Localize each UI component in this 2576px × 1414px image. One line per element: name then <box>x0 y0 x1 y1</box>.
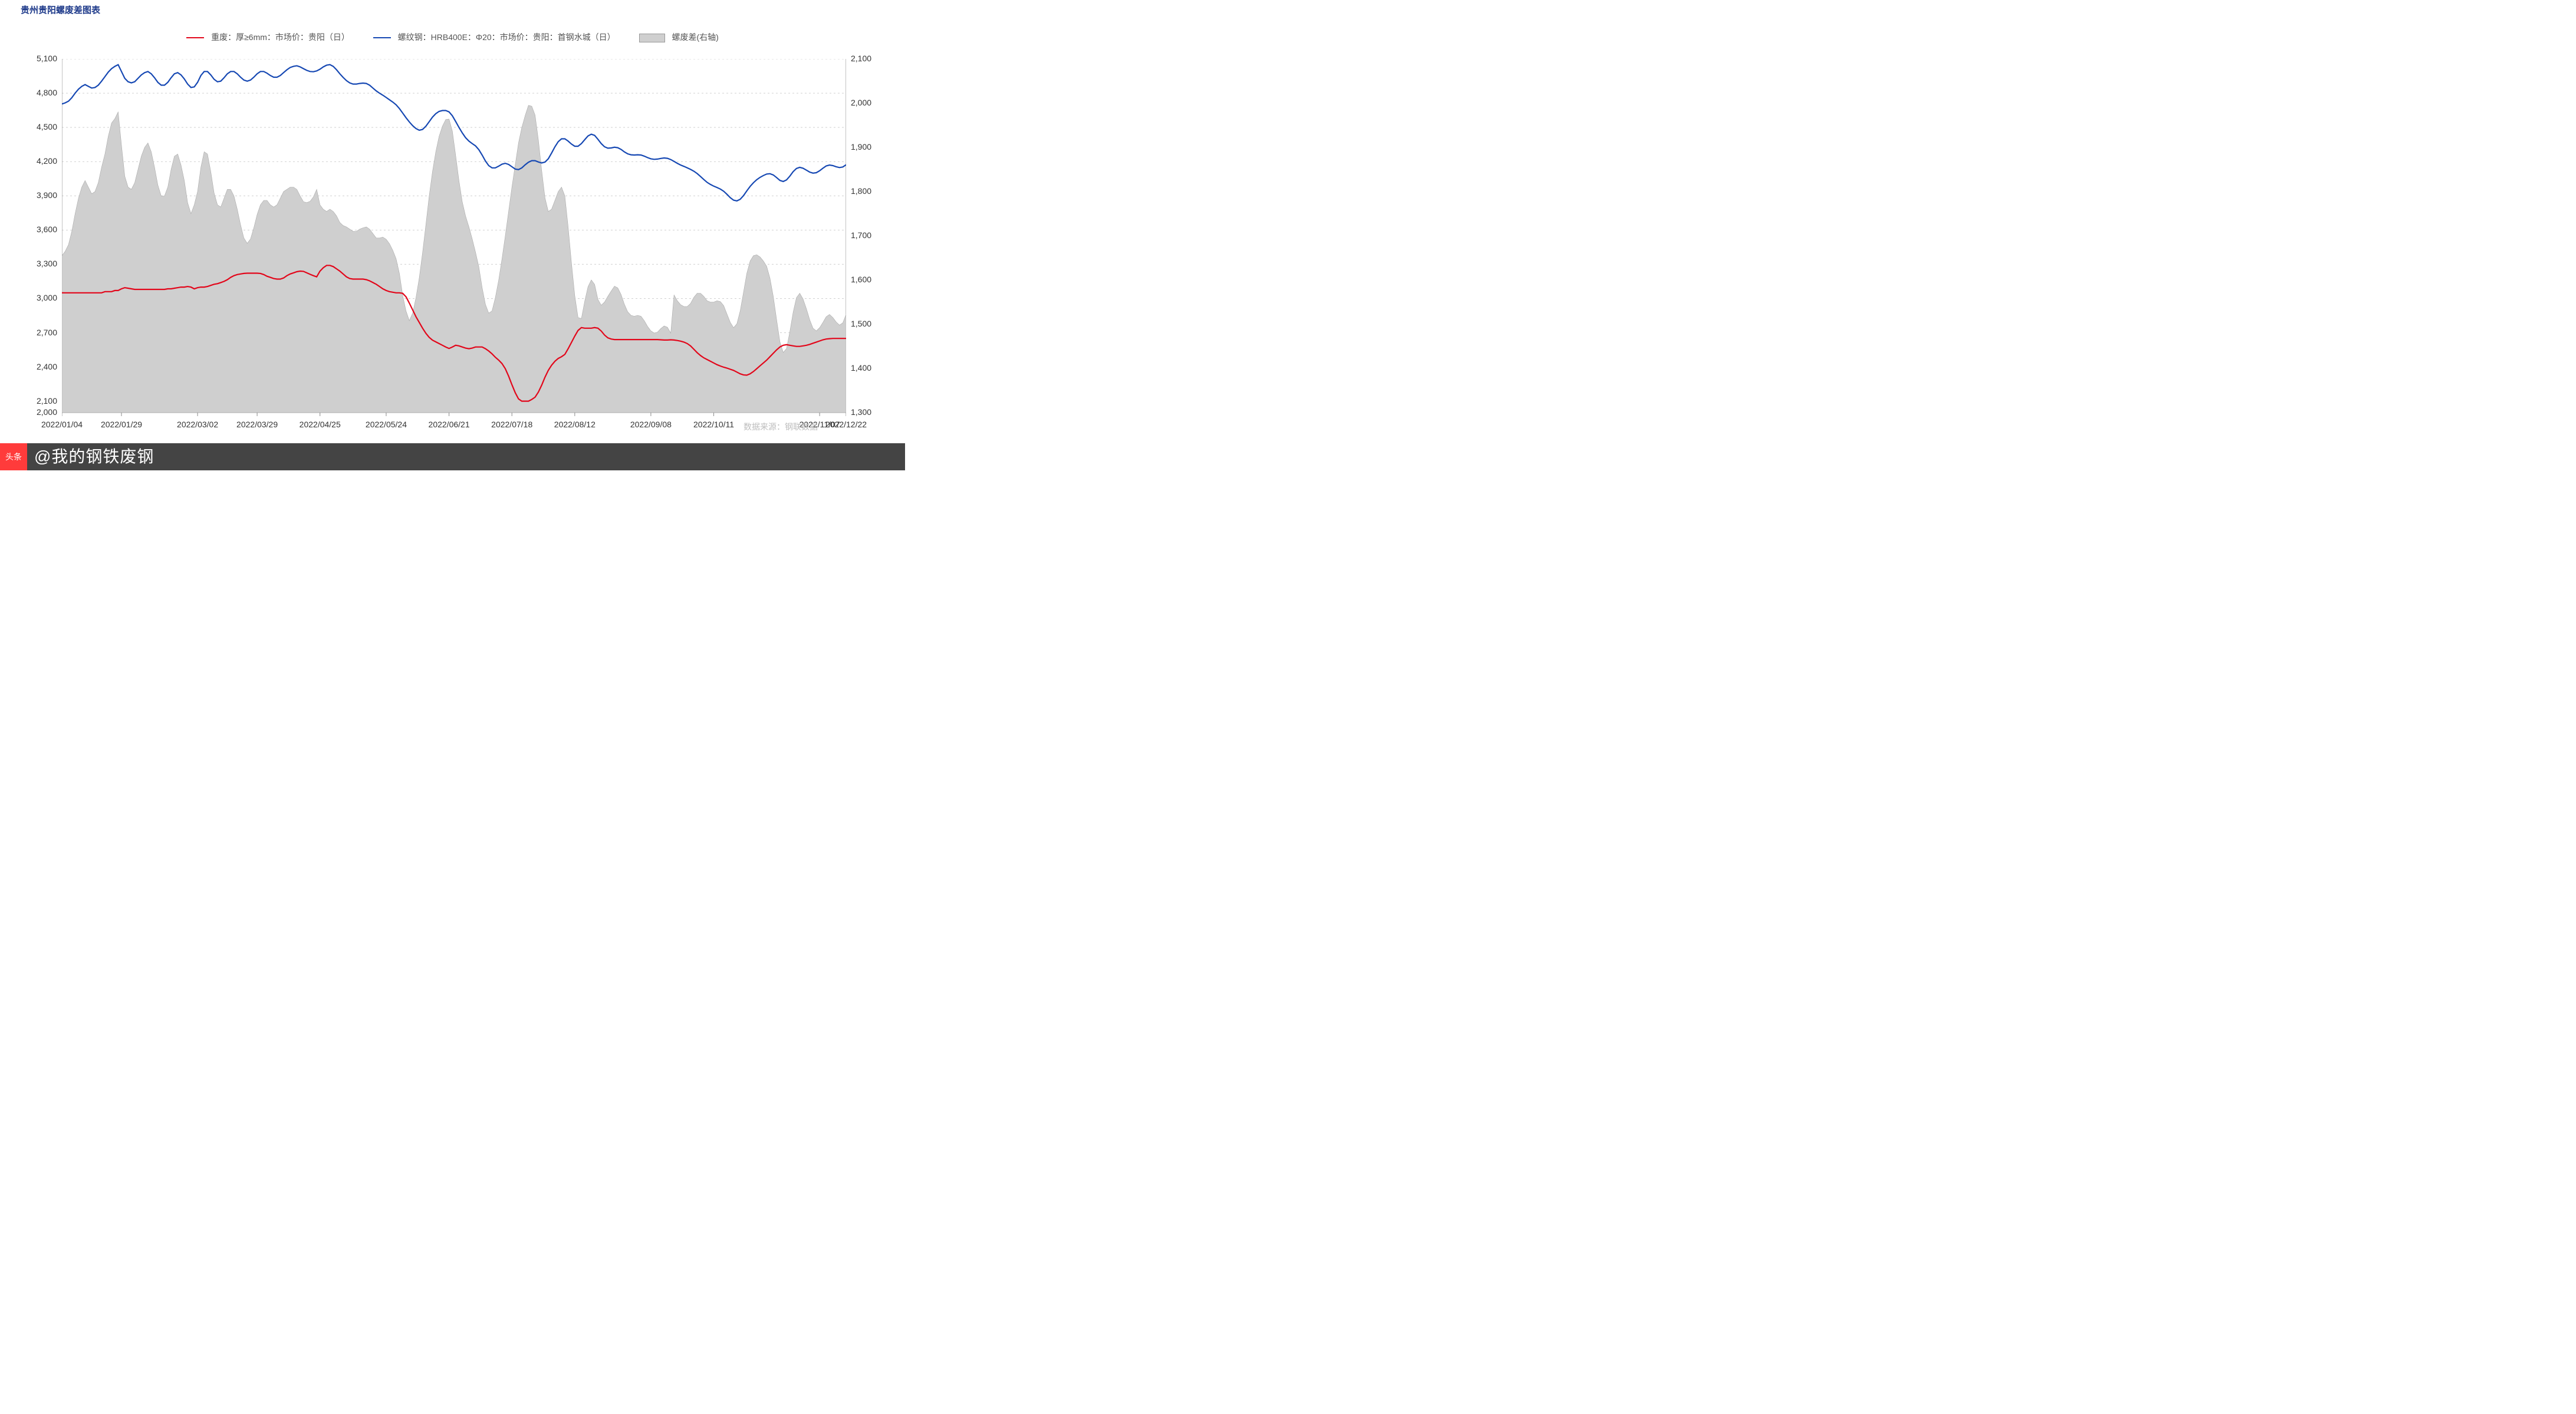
y-left-tick: 2,400 <box>16 362 57 371</box>
toutiao-icon: 头条 <box>0 443 27 470</box>
y-left-tick: 2,700 <box>16 328 57 337</box>
chart-svg <box>62 59 846 424</box>
legend-item-rebar: 螺纹钢：HRB400E：Φ20：市场价：贵阳：首钢水城（日） <box>373 32 616 42</box>
legend-item-spread: 螺废差(右轴) <box>639 32 719 42</box>
chart-page: 贵州贵阳螺废差图表 重废：厚≥6mm：市场价：贵阳（日） 螺纹钢：HRB400E… <box>0 0 905 470</box>
x-tick: 2022/06/21 <box>429 420 470 429</box>
x-tick: 2022/01/04 <box>41 420 83 429</box>
x-tick: 2022/05/24 <box>366 420 407 429</box>
footer-handle: @我的钢铁废钢 <box>34 443 154 470</box>
plot-area: 2,0002,1002,4002,7003,0003,3003,6003,900… <box>62 59 846 413</box>
x-tick: 2022/04/25 <box>300 420 341 429</box>
y-right-tick: 2,100 <box>851 54 892 63</box>
y-right-tick: 1,800 <box>851 186 892 196</box>
x-tick: 2022/07/18 <box>491 420 532 429</box>
y-right-tick: 1,600 <box>851 275 892 284</box>
y-right-tick: 1,500 <box>851 319 892 328</box>
legend-swatch-spread <box>639 34 665 42</box>
chart-title: 贵州贵阳螺废差图表 <box>21 4 100 16</box>
legend-swatch-scrap <box>186 37 204 38</box>
y-left-tick: 3,600 <box>16 225 57 234</box>
x-tick: 2022/12/22 <box>825 420 867 429</box>
y-left-tick: 3,900 <box>16 190 57 200</box>
y-left-tick: 4,800 <box>16 88 57 97</box>
y-left-tick: 5,100 <box>16 54 57 63</box>
y-left-tick: 2,000 <box>16 407 57 417</box>
x-tick: 2022/03/02 <box>177 420 218 429</box>
y-right-tick: 1,300 <box>851 407 892 417</box>
legend-swatch-rebar <box>373 37 391 38</box>
y-right-tick: 1,400 <box>851 363 892 373</box>
y-left-tick: 3,300 <box>16 259 57 268</box>
legend-label-spread: 螺废差(右轴) <box>672 32 718 42</box>
legend-label-scrap: 重废：厚≥6mm：市场价：贵阳（日） <box>211 32 350 42</box>
legend-item-scrap: 重废：厚≥6mm：市场价：贵阳（日） <box>186 32 350 42</box>
x-tick: 2022/01/29 <box>101 420 142 429</box>
x-tick: 2022/08/12 <box>554 420 596 429</box>
y-left-tick: 4,200 <box>16 156 57 166</box>
legend-label-rebar: 螺纹钢：HRB400E：Φ20：市场价：贵阳：首钢水城（日） <box>398 32 616 42</box>
x-tick: 2022/10/11 <box>693 420 734 429</box>
y-left-tick: 3,000 <box>16 293 57 302</box>
footer-overlay: 头条 @我的钢铁废钢 <box>0 443 905 470</box>
data-source-watermark: 数据来源：钢联数据 <box>743 421 818 433</box>
legend: 重废：厚≥6mm：市场价：贵阳（日） 螺纹钢：HRB400E：Φ20：市场价：贵… <box>0 32 905 42</box>
y-left-tick: 2,100 <box>16 396 57 406</box>
y-right-tick: 2,000 <box>851 98 892 107</box>
y-right-tick: 1,900 <box>851 142 892 151</box>
x-tick: 2022/03/29 <box>236 420 278 429</box>
y-right-tick: 1,700 <box>851 230 892 240</box>
x-tick: 2022/09/08 <box>630 420 672 429</box>
y-left-tick: 4,500 <box>16 122 57 131</box>
